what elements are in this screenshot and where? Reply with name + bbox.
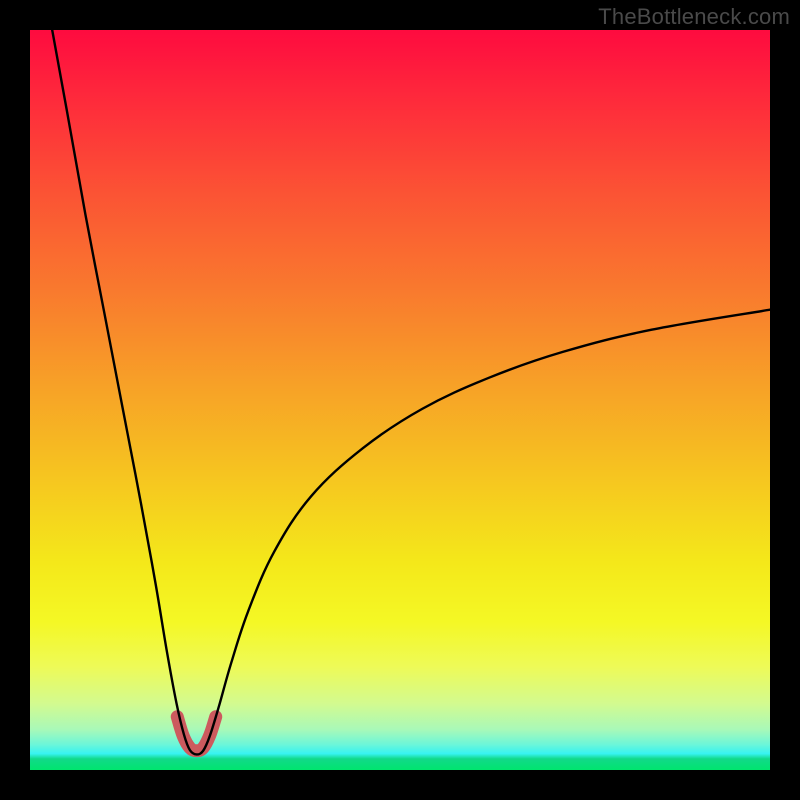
plot-background: [30, 30, 770, 770]
bottleneck-chart: [0, 0, 800, 800]
chart-frame: TheBottleneck.com: [0, 0, 800, 800]
